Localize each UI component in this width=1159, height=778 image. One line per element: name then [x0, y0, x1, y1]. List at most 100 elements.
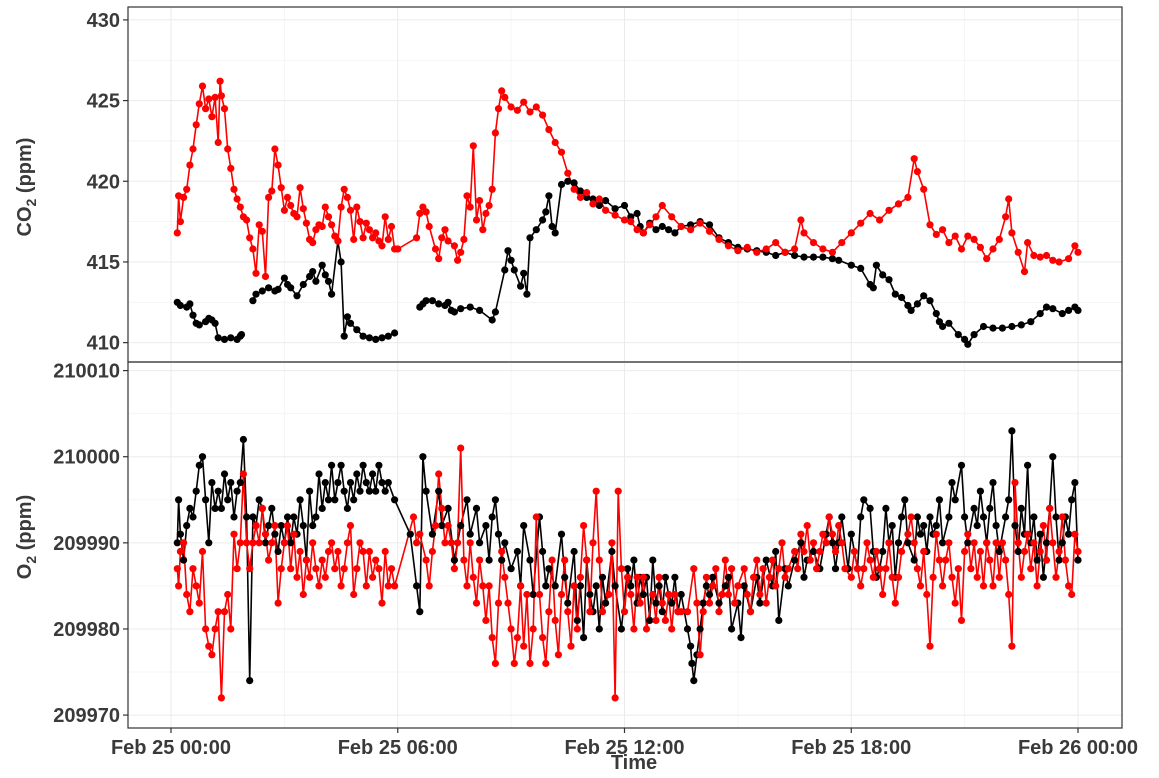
o2-gridlines	[128, 362, 1122, 728]
o2-series-1-point	[737, 634, 745, 642]
x-tick-label: Feb 26 00:00	[1018, 737, 1138, 759]
o2-series-1-point	[948, 479, 956, 487]
co2-series-2-point	[265, 193, 273, 201]
o2-series-1-point	[857, 513, 865, 521]
o2-series-2-point	[441, 539, 449, 547]
co2-series-2-point	[482, 209, 490, 218]
o2-series-1-point	[970, 504, 978, 512]
o2-series-1-point	[233, 487, 241, 495]
o2-series-2-point	[328, 539, 336, 547]
co2-series-2-point	[469, 142, 477, 150]
co2-series-2-point	[762, 245, 770, 253]
o2-series-2-point	[913, 565, 922, 573]
o2-series-2-point	[642, 625, 651, 633]
co2-series-2-point	[595, 195, 603, 203]
o2-series-2-point	[677, 608, 685, 616]
co2-series-2-point	[800, 229, 808, 237]
o2-series-2-point	[435, 470, 443, 478]
o2-series-2-point	[416, 530, 424, 538]
o2-series-2-point	[831, 547, 840, 556]
o2-series-1-point	[696, 625, 704, 633]
o2-series-1-point	[1017, 504, 1025, 512]
co2-series-2-point	[1002, 213, 1010, 221]
o2-series-1-point	[828, 539, 837, 547]
o2-series-1-point	[630, 556, 638, 564]
co2-series-1-point	[898, 293, 906, 302]
o2-series-1-point	[438, 522, 446, 530]
co2-series-2-point	[983, 255, 991, 263]
o2-series-2-point	[290, 530, 298, 538]
o2-series-2-point	[529, 625, 537, 633]
o2-series-2-point	[995, 573, 1003, 581]
o2-series-2-point	[976, 547, 985, 556]
o2-series-2-point	[539, 634, 547, 642]
o2-series-2-point	[542, 659, 550, 668]
co2-series-1-point	[1074, 306, 1082, 314]
o2-series-2-point	[520, 642, 528, 650]
co2-series-2-point	[195, 100, 203, 108]
co2-series-1-point	[602, 197, 610, 205]
o2-series-1-point	[444, 504, 452, 512]
o2-series-1-point	[866, 504, 874, 512]
o2-series-1-point	[391, 496, 399, 504]
o2-series-2-point	[580, 522, 588, 530]
co2-series-2-point	[828, 248, 837, 256]
co2-series-2-point	[781, 248, 789, 256]
co2-gridlines	[128, 7, 1122, 362]
o2-series-2-point	[970, 539, 978, 547]
o2-series-2-point	[920, 547, 928, 556]
co2-series-1-point	[444, 298, 452, 306]
co2-series-2-point	[224, 145, 232, 153]
co2-series-1-point	[378, 334, 386, 342]
o2-series-1-point	[564, 599, 572, 607]
o2-series-2-point	[312, 565, 320, 573]
o2-series-2-point	[942, 556, 950, 564]
co2-series-2-point	[1042, 251, 1051, 260]
o2-series-1-point	[529, 590, 537, 599]
o2-series-1-point	[378, 479, 386, 487]
o2-series-1-point	[772, 547, 780, 556]
co2-series-1-point	[819, 253, 827, 261]
co2-series-2-point	[425, 222, 433, 231]
o2-series-1-point	[205, 539, 213, 547]
o2-series-1-point	[526, 556, 534, 564]
o2-series-1-point	[926, 513, 934, 521]
co2-series-1-point	[220, 335, 229, 343]
co2-series-2-point	[365, 226, 373, 234]
co2-series-1-point	[620, 201, 629, 210]
o2-series-1-point	[208, 479, 216, 487]
o2-series-1-point	[879, 547, 887, 556]
co2-series-1-point	[857, 264, 865, 272]
o2-series-2-point	[803, 522, 811, 530]
o2-series-2-point	[605, 590, 613, 599]
co2-series-2-point	[208, 113, 216, 121]
co2-series-2-point	[384, 235, 392, 243]
o2-series-2-point	[806, 556, 814, 564]
co2-series-1-point	[359, 332, 367, 340]
o2-series-1-point	[491, 496, 499, 504]
o2-series-2-point	[624, 573, 632, 581]
co2-series-2-point	[356, 218, 364, 226]
co2-series-2-point	[321, 203, 329, 211]
o2-series-2-point	[743, 590, 751, 599]
o2-series-1-point	[485, 556, 493, 564]
o2-series-2-point	[504, 599, 512, 607]
co2-series-2-point	[570, 185, 578, 193]
o2-series-1-point	[935, 496, 944, 504]
co2-series-2-point	[198, 82, 207, 90]
o2-series-2-point	[718, 590, 726, 599]
o2-series-2-point	[898, 547, 906, 556]
o2-series-2-point	[548, 556, 556, 564]
o2-series-2-point	[1036, 547, 1044, 556]
co2-series-1-point	[885, 276, 893, 284]
o2-series-2-point	[249, 539, 257, 547]
o2-series-2-point	[378, 599, 386, 607]
o2-series-1-point	[964, 539, 972, 547]
co2-series-2-point	[343, 193, 351, 201]
o2-series-1-point	[913, 513, 922, 521]
co2-series-1-point	[340, 332, 348, 340]
o2-series-1-point	[882, 504, 890, 512]
o2-series-2-point	[189, 565, 197, 573]
co2-series-1-point	[312, 277, 320, 285]
